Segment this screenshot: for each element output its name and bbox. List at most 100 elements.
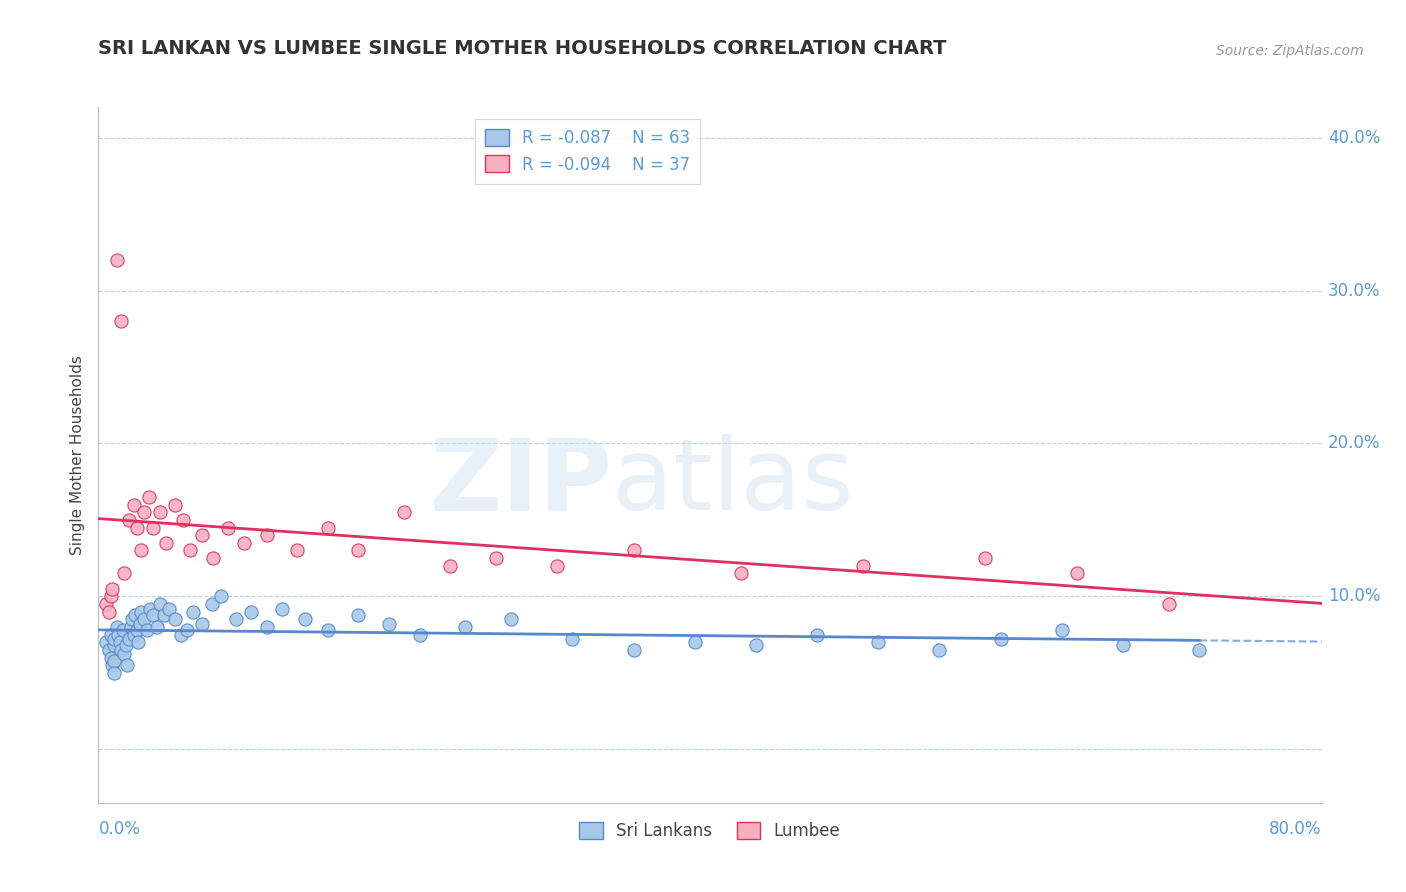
Point bbox=[122, 498, 145, 512]
Point bbox=[120, 620, 142, 634]
Point bbox=[408, 627, 430, 641]
Point bbox=[378, 616, 401, 631]
Point bbox=[163, 612, 186, 626]
Legend: Sri Lankans, Lumbee: Sri Lankans, Lumbee bbox=[572, 815, 848, 847]
Point bbox=[730, 566, 752, 581]
Point bbox=[129, 605, 152, 619]
Point bbox=[94, 597, 117, 611]
Point bbox=[110, 314, 132, 328]
Point bbox=[852, 558, 875, 573]
Point bbox=[683, 635, 706, 649]
Point bbox=[454, 620, 477, 634]
Point bbox=[623, 643, 645, 657]
Point bbox=[125, 623, 148, 637]
Point bbox=[103, 665, 125, 680]
Point bbox=[181, 605, 204, 619]
Point bbox=[155, 536, 177, 550]
Point bbox=[501, 612, 523, 626]
Point bbox=[316, 520, 339, 534]
Point bbox=[103, 632, 125, 647]
Point bbox=[98, 605, 121, 619]
Point bbox=[134, 612, 156, 626]
Point bbox=[990, 632, 1012, 647]
Point bbox=[256, 528, 278, 542]
Point bbox=[1050, 623, 1073, 637]
Point bbox=[107, 627, 129, 641]
Text: ZIP: ZIP bbox=[429, 434, 612, 532]
Point bbox=[118, 513, 141, 527]
Point bbox=[98, 643, 121, 657]
Point bbox=[561, 632, 583, 647]
Point bbox=[145, 620, 167, 634]
Text: 40.0%: 40.0% bbox=[1327, 128, 1381, 146]
Point bbox=[139, 601, 162, 615]
Point bbox=[170, 627, 193, 641]
Text: 80.0%: 80.0% bbox=[1270, 821, 1322, 838]
Text: Source: ZipAtlas.com: Source: ZipAtlas.com bbox=[1216, 44, 1364, 58]
Point bbox=[157, 601, 180, 615]
Point bbox=[347, 543, 370, 558]
Point bbox=[1157, 597, 1180, 611]
Point bbox=[294, 612, 316, 626]
Point bbox=[209, 590, 232, 604]
Text: 30.0%: 30.0% bbox=[1327, 282, 1381, 300]
Point bbox=[240, 605, 263, 619]
Point bbox=[623, 543, 645, 558]
Point bbox=[115, 638, 138, 652]
Point bbox=[121, 612, 143, 626]
Point bbox=[149, 597, 172, 611]
Point bbox=[191, 528, 214, 542]
Point bbox=[118, 632, 141, 647]
Point bbox=[128, 616, 150, 631]
Point bbox=[108, 635, 131, 649]
Point bbox=[217, 520, 239, 534]
Point bbox=[127, 635, 149, 649]
Point bbox=[202, 551, 225, 566]
Point bbox=[347, 607, 370, 622]
Point bbox=[1112, 638, 1135, 652]
Point bbox=[142, 607, 165, 622]
Point bbox=[200, 597, 222, 611]
Point bbox=[163, 498, 186, 512]
Point bbox=[112, 566, 135, 581]
Point bbox=[124, 607, 146, 622]
Text: atlas: atlas bbox=[612, 434, 853, 532]
Point bbox=[176, 623, 198, 637]
Text: SRI LANKAN VS LUMBEE SINGLE MOTHER HOUSEHOLDS CORRELATION CHART: SRI LANKAN VS LUMBEE SINGLE MOTHER HOUSE… bbox=[98, 39, 946, 58]
Point bbox=[94, 635, 117, 649]
Point bbox=[153, 607, 176, 622]
Point bbox=[392, 505, 416, 519]
Point bbox=[149, 505, 172, 519]
Point bbox=[101, 658, 124, 673]
Point bbox=[136, 623, 159, 637]
Point bbox=[142, 520, 165, 534]
Point bbox=[129, 543, 152, 558]
Point bbox=[485, 551, 508, 566]
Point bbox=[125, 520, 148, 534]
Text: 0.0%: 0.0% bbox=[98, 821, 141, 838]
Point bbox=[806, 627, 828, 641]
Point bbox=[100, 627, 122, 641]
Point bbox=[1188, 643, 1211, 657]
Text: 10.0%: 10.0% bbox=[1327, 587, 1381, 606]
Point bbox=[117, 658, 139, 673]
Point bbox=[745, 638, 768, 652]
Point bbox=[270, 601, 292, 615]
Point bbox=[868, 635, 890, 649]
Point bbox=[316, 623, 339, 637]
Point bbox=[103, 654, 125, 668]
Y-axis label: Single Mother Households: Single Mother Households bbox=[69, 355, 84, 555]
Point bbox=[138, 490, 160, 504]
Point bbox=[105, 620, 128, 634]
Point bbox=[546, 558, 568, 573]
Point bbox=[285, 543, 308, 558]
Point bbox=[172, 513, 194, 527]
Point bbox=[101, 582, 124, 596]
Point bbox=[191, 616, 214, 631]
Point bbox=[100, 590, 122, 604]
Point bbox=[122, 627, 145, 641]
Point bbox=[225, 612, 247, 626]
Point bbox=[100, 650, 122, 665]
Text: 20.0%: 20.0% bbox=[1327, 434, 1381, 452]
Point bbox=[179, 543, 201, 558]
